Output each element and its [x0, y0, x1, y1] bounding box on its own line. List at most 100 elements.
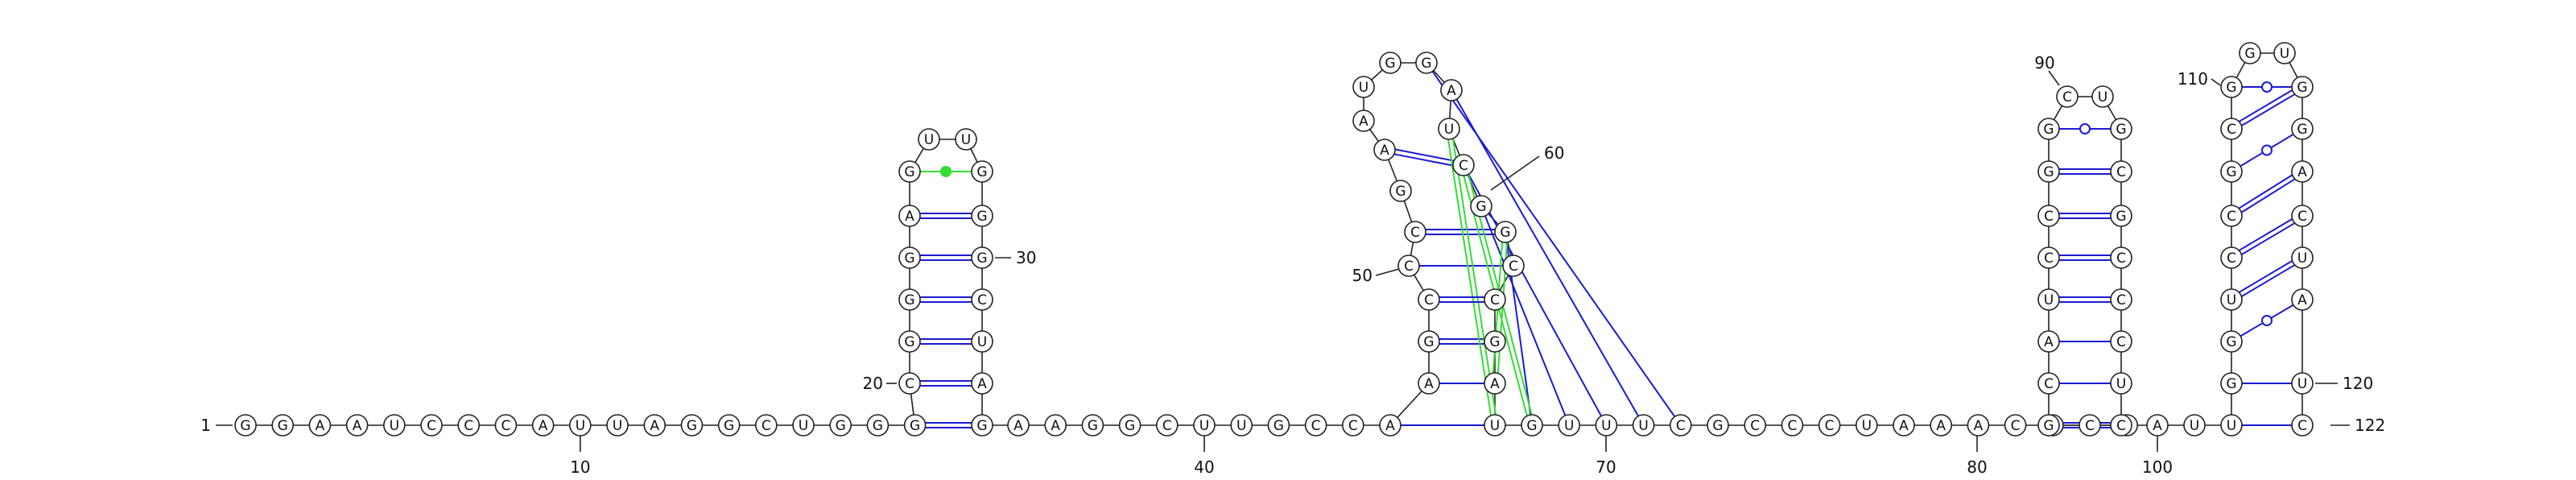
- nucleotide-circle: [1418, 372, 1440, 395]
- base-pair-line: [1394, 153, 1453, 167]
- nucleotide-circle: [1397, 254, 1420, 277]
- nucleotide: C: [1670, 414, 1692, 437]
- position-label: 70: [1596, 457, 1616, 477]
- nucleotide: G: [1415, 52, 1438, 74]
- nucleotide: U: [971, 330, 993, 353]
- nucleotide: U: [2220, 414, 2243, 437]
- nucleotide-letter: G: [1421, 56, 1431, 72]
- nucleotide-letter: G: [976, 250, 987, 267]
- nucleotide-letter: G: [1385, 56, 1395, 72]
- nucleotide-circle: [971, 372, 993, 395]
- nucleotide-circle: [1438, 118, 1460, 140]
- nucleotide: C: [2037, 246, 2060, 269]
- nucleotide-letter: C: [2116, 250, 2126, 267]
- nucleotide-circle: [1156, 414, 1179, 437]
- nucleotide-circle: [1404, 221, 1426, 243]
- nucleotide-circle: [971, 205, 993, 227]
- nucleotide: G: [971, 414, 993, 437]
- nucleotide-letter: C: [2297, 209, 2307, 225]
- nucleotide-circle: [2037, 205, 2060, 227]
- nucleotide-circle: [2037, 246, 2060, 269]
- nucleotide-circle: [1484, 288, 1506, 311]
- nucleotide-circle: [1304, 414, 1327, 437]
- nucleotide: U: [1856, 414, 1878, 437]
- nucleotide-letter: U: [924, 132, 934, 148]
- nucleotide-letter: A: [1974, 418, 1984, 434]
- nucleotide-letter: C: [2062, 89, 2072, 106]
- nucleotide: C: [1502, 254, 1525, 277]
- nucleotide: U: [792, 414, 815, 437]
- nucleotide: C: [1484, 288, 1506, 311]
- nucleotide-letter: G: [2043, 164, 2054, 180]
- nucleotide-circle: [2079, 414, 2101, 437]
- nucleotide: U: [2091, 85, 2114, 108]
- nucleotide-circle: [2220, 205, 2243, 227]
- nucleotide-letter: G: [976, 164, 987, 180]
- nucleotide-circle: [2291, 118, 2314, 140]
- nucleotide-letter: U: [1862, 418, 1872, 434]
- nucleotide-letter: C: [2011, 418, 2021, 434]
- base-pair-line: [1395, 148, 1454, 162]
- nucleotide-circle: [2004, 414, 2027, 437]
- base-pair-line: [2241, 178, 2296, 213]
- nucleotide-circle: [2291, 414, 2314, 437]
- nucleotide: G: [898, 160, 921, 183]
- nucleotide-letter: A: [650, 418, 659, 434]
- nucleotide-letter: C: [1459, 158, 1468, 174]
- nucleotide-circle: [2110, 414, 2132, 437]
- nucleotide-letter: G: [904, 164, 914, 180]
- wobble-pair-marker: [2261, 144, 2273, 156]
- nucleotide-letter: C: [2227, 122, 2236, 138]
- nucleotide: G: [2220, 160, 2243, 183]
- nucleotide-circle: [2110, 330, 2132, 353]
- nucleotide: C: [1418, 288, 1440, 311]
- nucleotide-letter: G: [904, 334, 914, 350]
- noncanonical-pair-marker: [940, 166, 952, 177]
- nucleotide-letter: G: [724, 418, 734, 434]
- base-pair-line: [2238, 174, 2293, 209]
- nucleotide-letter: U: [1359, 80, 1368, 96]
- nucleotide-circle: [2220, 372, 2243, 395]
- nucleotide: C: [2110, 288, 2132, 311]
- nucleotide: A: [345, 414, 369, 437]
- nucleotide-circle: [1379, 52, 1402, 74]
- position-label: 1: [200, 416, 211, 435]
- nucleotide-letter: U: [576, 418, 585, 434]
- nucleotide-circle: [271, 414, 295, 437]
- position-label: 30: [1016, 248, 1036, 267]
- position-label: 50: [1352, 266, 1373, 285]
- nucleotide: C: [1397, 254, 1420, 277]
- nucleotide-circle: [1494, 221, 1517, 243]
- nucleotide: A: [1930, 414, 1952, 437]
- nucleotide: C: [1304, 414, 1327, 437]
- nucleotide-letter: G: [687, 418, 697, 434]
- nucleotide-circle: [898, 160, 921, 183]
- nucleotide: U: [2220, 288, 2243, 311]
- nucleotide: C: [2004, 414, 2027, 437]
- base-pair-line: [2241, 264, 2295, 297]
- nucleotide-letter: G: [1395, 184, 1406, 200]
- nucleotide: G: [2239, 42, 2261, 64]
- nucleotide-circle: [680, 414, 704, 437]
- nucleotide-letter: C: [1750, 418, 1760, 434]
- nucleotide-circle: [420, 414, 443, 437]
- nucleotide-letter: U: [1490, 418, 1500, 434]
- nucleotide-circle: [234, 414, 257, 437]
- nucleotide-letter: U: [961, 132, 971, 148]
- nucleotide: G: [1707, 414, 1729, 437]
- base-pair-line: [2239, 89, 2293, 122]
- nucleotide-circle: [2220, 414, 2243, 437]
- nucleotide: G: [1484, 330, 1506, 353]
- nucleotide: G: [2037, 160, 2060, 183]
- nucleotide-letter: A: [1385, 418, 1395, 434]
- nucleotide: C: [1404, 221, 1426, 243]
- nucleotide: U: [1438, 118, 1460, 140]
- nucleotide-letter: C: [905, 376, 914, 392]
- position-label: 40: [1194, 457, 1214, 477]
- base-pair-line: [1484, 215, 1567, 416]
- nucleotide: A: [1440, 79, 1463, 101]
- nucleotide: G: [903, 414, 927, 437]
- nucleotide-circle: [643, 414, 667, 437]
- nucleotide-letter: U: [390, 418, 399, 434]
